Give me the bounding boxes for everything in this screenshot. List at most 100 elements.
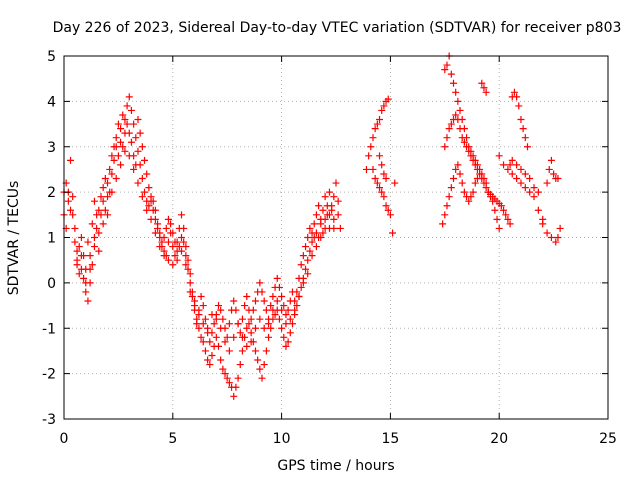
data-point [258, 374, 266, 382]
data-point [443, 202, 451, 210]
data-point [273, 274, 281, 282]
data-point [523, 143, 531, 151]
data-point [386, 211, 394, 219]
data-point [526, 188, 534, 196]
data-point [95, 206, 103, 214]
data-point [143, 197, 151, 205]
data-point [312, 243, 320, 251]
data-point [104, 179, 112, 187]
data-point [452, 165, 460, 173]
data-point [321, 224, 329, 232]
data-point [302, 265, 310, 273]
data-point [114, 152, 122, 160]
data-point [282, 320, 290, 328]
data-point [299, 252, 307, 260]
data-point [178, 211, 186, 219]
data-point [167, 220, 175, 228]
data-point [130, 120, 138, 128]
data-point [243, 324, 251, 332]
data-point [219, 315, 227, 323]
data-point [508, 170, 516, 178]
data-point [182, 252, 190, 260]
data-point [365, 152, 373, 160]
data-point [217, 306, 225, 314]
y-tick-label: 3 [47, 140, 56, 156]
data-point [308, 238, 316, 246]
y-tick-label: -2 [42, 367, 56, 383]
y-tick-label: 1 [47, 231, 56, 247]
data-point [147, 193, 155, 201]
data-point [517, 116, 525, 124]
data-point [265, 333, 273, 341]
data-point [306, 224, 314, 232]
data-point [184, 256, 192, 264]
data-point [121, 116, 129, 124]
data-point [251, 324, 259, 332]
data-point [262, 347, 270, 355]
data-point [169, 229, 177, 237]
data-point [330, 215, 338, 223]
data-point [245, 320, 253, 328]
data-point [456, 125, 464, 133]
data-point [445, 125, 453, 133]
data-point [502, 211, 510, 219]
data-point [302, 243, 310, 251]
data-point [554, 175, 562, 183]
data-point [158, 238, 166, 246]
data-point [330, 224, 338, 232]
data-point [465, 197, 473, 205]
data-point [73, 247, 81, 255]
data-point [254, 356, 262, 364]
data-point [97, 211, 105, 219]
data-point [199, 320, 207, 328]
data-point [104, 193, 112, 201]
data-point [208, 311, 216, 319]
data-point [439, 220, 447, 228]
data-point [378, 188, 386, 196]
y-tick-label: 4 [47, 94, 56, 110]
data-point [195, 324, 203, 332]
data-point [117, 138, 125, 146]
data-point [456, 170, 464, 178]
data-point [530, 184, 538, 192]
data-point [112, 134, 120, 142]
data-point [127, 106, 135, 114]
data-point [517, 179, 525, 187]
data-point [256, 315, 264, 323]
data-point [106, 165, 114, 173]
data-point [164, 256, 172, 264]
data-point [99, 197, 107, 205]
data-point [282, 342, 290, 350]
data-point [384, 206, 392, 214]
data-point [267, 324, 275, 332]
data-point [225, 347, 233, 355]
data-point [463, 143, 471, 151]
data-point [469, 188, 477, 196]
data-point [321, 215, 329, 223]
data-point [371, 125, 379, 133]
data-point [80, 274, 88, 282]
data-point [191, 297, 199, 305]
data-point [454, 161, 462, 169]
data-point [238, 315, 246, 323]
data-point [138, 175, 146, 183]
data-point [208, 351, 216, 359]
data-point [117, 125, 125, 133]
data-point [160, 234, 168, 241]
data-point [223, 333, 231, 341]
data-point [214, 342, 222, 350]
chart-title: Day 226 of 2023, Sidereal Day-to-day VTE… [53, 20, 622, 36]
data-point [221, 370, 229, 378]
data-point [471, 161, 479, 169]
data-point [495, 224, 503, 232]
data-point [471, 179, 479, 187]
data-point [208, 329, 216, 337]
data-point [500, 161, 508, 169]
data-point [223, 374, 231, 382]
data-point [441, 66, 449, 74]
data-point [112, 143, 120, 151]
data-point [508, 156, 516, 164]
data-point [169, 261, 177, 269]
data-point [325, 188, 333, 196]
data-point [141, 156, 149, 164]
